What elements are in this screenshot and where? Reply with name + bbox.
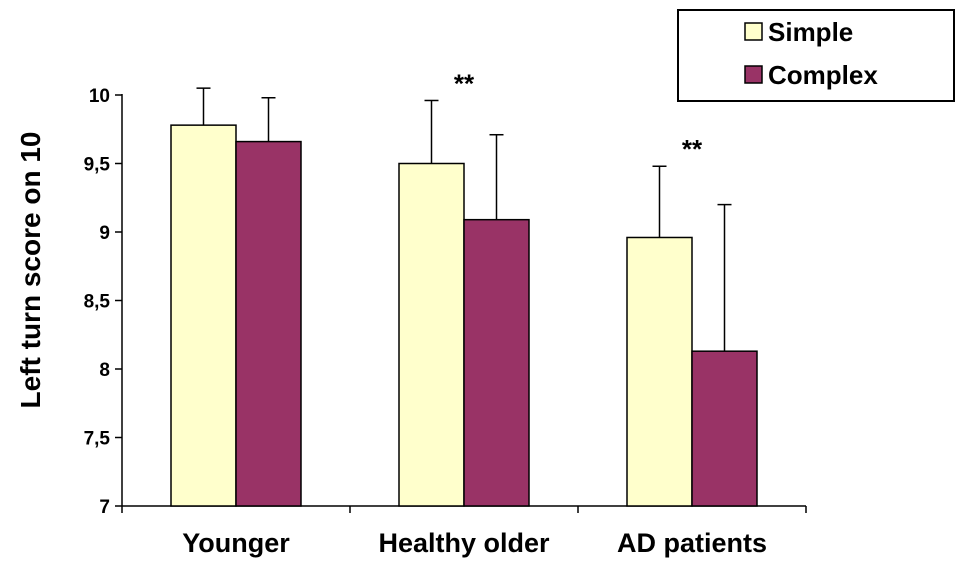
bar-complex-3 bbox=[691, 350, 758, 507]
y-tick-label: 7 bbox=[99, 497, 110, 518]
significance-marker: ** bbox=[682, 134, 703, 164]
bar-complex-2 bbox=[463, 218, 530, 507]
y-tick-label: 8 bbox=[99, 360, 110, 381]
legend-swatch-complex bbox=[744, 65, 763, 84]
y-tick-label: 7,5 bbox=[84, 429, 111, 450]
annotations: ** ** bbox=[454, 68, 703, 164]
y-tick-label: 9 bbox=[99, 223, 110, 244]
bars bbox=[170, 124, 758, 507]
bar-simple-3 bbox=[626, 236, 693, 507]
x-category-label: Younger bbox=[182, 528, 290, 558]
bar-simple-2 bbox=[398, 162, 465, 507]
y-tick-label: 10 bbox=[89, 86, 110, 107]
legend-swatch-simple bbox=[744, 22, 763, 41]
legend-label-simple: Simple bbox=[768, 17, 853, 47]
y-axis: 7 7,5 8 8,5 9 9,5 10 bbox=[84, 86, 123, 518]
legend: Simple Complex bbox=[677, 9, 955, 102]
x-category-label: Healthy older bbox=[378, 528, 550, 558]
y-axis-title: Left turn score on 10 bbox=[15, 132, 46, 409]
x-axis: Younger Healthy older AD patients bbox=[121, 505, 807, 558]
y-tick-label: 9,5 bbox=[84, 155, 111, 176]
y-tick-label: 8,5 bbox=[84, 292, 111, 313]
x-category-label: AD patients bbox=[617, 528, 767, 558]
legend-label-complex: Complex bbox=[768, 60, 878, 90]
legend-box bbox=[677, 9, 955, 102]
significance-marker: ** bbox=[454, 68, 475, 98]
bar-complex-1 bbox=[235, 140, 302, 507]
error-bars bbox=[196, 87, 732, 352]
bar-simple-1 bbox=[170, 124, 237, 507]
